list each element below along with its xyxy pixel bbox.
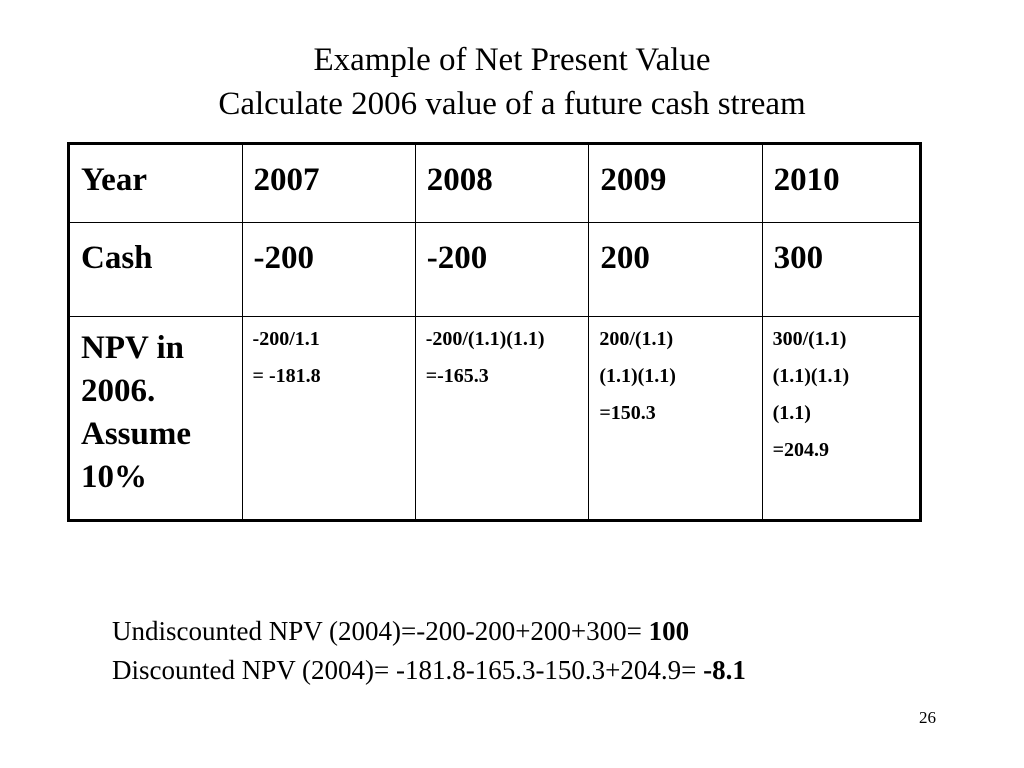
undiscounted-npv-text: Undiscounted NPV (2004)=-200-200+200+300… (112, 616, 649, 646)
npv-calc-line: -200/1.1 (252, 328, 320, 350)
discounted-npv-value: -8.1 (703, 655, 746, 685)
undiscounted-npv-value: 100 (648, 616, 690, 646)
undiscounted-npv-line: Undiscounted NPV (2004)=-200-200+200+300… (112, 612, 746, 651)
npv-calc-line: =150.3 (599, 402, 656, 424)
npv-cell-2007: -200/1.1 = -181.8 (241, 316, 416, 521)
npv-cell-2008: -200/(1.1)(1.1) =-165.3 (414, 316, 590, 521)
npv-calc-line: -200/(1.1)(1.1) (425, 328, 545, 350)
page-number: 26 (919, 708, 936, 727)
cash-cell: 200 (588, 222, 763, 317)
discounted-npv-text: Discounted NPV (2004)= -181.8-165.3-150.… (112, 655, 704, 685)
year-cell: 2010 (761, 143, 922, 223)
npv-calc-line: (1.1)(1.1) (772, 365, 850, 387)
npv-table: Year 2007 2008 2009 2010 Cash -200 -200 … (67, 142, 922, 522)
cash-cell: 300 (761, 222, 922, 317)
npv-label-line: 2006. (81, 373, 156, 409)
npv-calc-line: =-165.3 (425, 365, 489, 387)
slide-title: Example of Net Present Value Calculate 2… (0, 38, 1024, 126)
npv-calc-line: 200/(1.1) (599, 328, 674, 350)
npv-cell-2010: 300/(1.1) (1.1)(1.1) (1.1) =204.9 (761, 316, 922, 521)
npv-calc-line: 300/(1.1) (772, 328, 847, 350)
table-row-year: Year 2007 2008 2009 2010 (68, 143, 922, 223)
row-label-year: Year (68, 143, 243, 223)
npv-summary: Undiscounted NPV (2004)=-200-200+200+300… (112, 612, 746, 690)
npv-label-line: NPV in (81, 330, 184, 366)
npv-calc-line: = -181.8 (252, 365, 321, 387)
npv-calc-line: (1.1)(1.1) (599, 365, 676, 387)
discounted-npv-line: Discounted NPV (2004)= -181.8-165.3-150.… (112, 651, 746, 690)
cash-cell: -200 (241, 222, 416, 317)
table-row-npv: NPV in 2006. Assume 10% -200/1.1 = -181.… (68, 316, 922, 521)
year-cell: 2008 (414, 143, 590, 223)
table-row-cash: Cash -200 -200 200 300 (68, 222, 922, 317)
npv-label-line: 10% (81, 459, 147, 495)
npv-label-line: Assume (81, 416, 192, 452)
npv-cell-2009: 200/(1.1) (1.1)(1.1) =150.3 (588, 316, 763, 521)
title-line-2: Calculate 2006 value of a future cash st… (218, 86, 806, 122)
cash-cell: -200 (414, 222, 590, 317)
year-cell: 2009 (588, 143, 763, 223)
row-label-npv: NPV in 2006. Assume 10% (68, 316, 243, 521)
row-label-cash: Cash (68, 222, 243, 317)
year-cell: 2007 (241, 143, 416, 223)
title-line-1: Example of Net Present Value (313, 42, 711, 78)
npv-calc-line: (1.1) (772, 402, 811, 424)
npv-calc-line: =204.9 (772, 439, 829, 461)
